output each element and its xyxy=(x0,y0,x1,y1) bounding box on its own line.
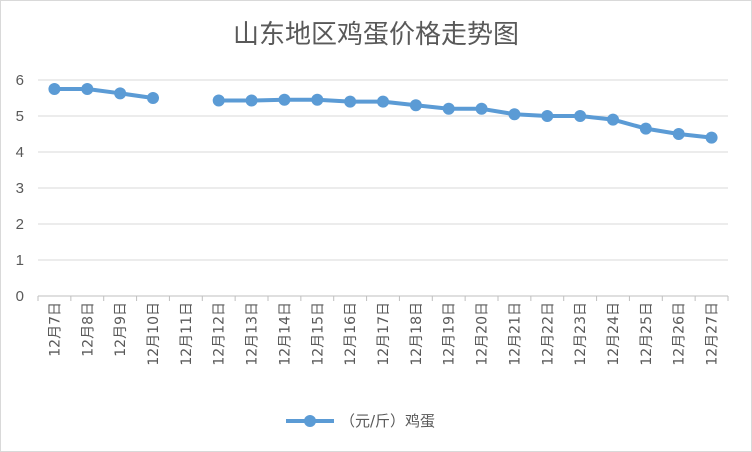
x-tick-label: 12月16日 xyxy=(343,302,359,366)
data-point xyxy=(541,110,554,122)
x-tick-label: 12月18日 xyxy=(409,302,425,366)
series-layer xyxy=(48,83,718,144)
x-axis-ticks: 12月7日 12月8日 12月9日 12月10日 12月11日 12月12日 12月13日 1… xyxy=(47,302,720,366)
data-point xyxy=(311,93,324,106)
data-point xyxy=(245,94,258,107)
gridlines xyxy=(38,79,728,261)
data-point xyxy=(508,108,521,121)
x-tick-label: 12月23日 xyxy=(573,302,589,366)
x-tick-label: 12月7日 xyxy=(47,302,63,357)
legend: （元/斤）鸡蛋 xyxy=(286,412,435,430)
data-point xyxy=(212,94,225,107)
data-point xyxy=(607,113,619,126)
legend-label: （元/斤）鸡蛋 xyxy=(340,412,435,430)
data-point xyxy=(442,102,455,115)
y-tick-label: 1 xyxy=(16,252,24,269)
x-tick-label: 12月21日 xyxy=(507,302,523,366)
x-tick-label: 12月15日 xyxy=(310,302,326,366)
y-tick-label: 4 xyxy=(16,144,24,161)
y-tick-label: 0 xyxy=(16,288,24,305)
x-tick-label: 12月11日 xyxy=(179,302,195,366)
data-point xyxy=(639,122,652,135)
x-axis xyxy=(37,295,729,301)
x-tick-label: 12月26日 xyxy=(672,302,688,366)
x-tick-label: 12月9日 xyxy=(113,302,129,357)
y-tick-label: 6 xyxy=(16,72,24,89)
x-tick-label: 12月27日 xyxy=(705,302,721,366)
data-point xyxy=(475,102,488,115)
series-line xyxy=(54,87,712,140)
data-point xyxy=(147,92,159,104)
data-point xyxy=(672,128,685,140)
x-tick-label: 12月22日 xyxy=(540,302,556,366)
legend-marker xyxy=(304,415,316,427)
data-point xyxy=(377,95,389,108)
x-tick-label: 12月20日 xyxy=(475,302,491,366)
x-tick-label: 12月10日 xyxy=(146,302,162,366)
x-tick-label: 12月19日 xyxy=(442,302,458,366)
data-point xyxy=(278,93,291,106)
chart-title: 山东地区鸡蛋价格走势图 xyxy=(232,20,519,50)
x-tick-label: 12月25日 xyxy=(639,302,655,366)
y-tick-label: 2 xyxy=(16,216,24,233)
data-point xyxy=(574,110,587,122)
y-axis-ticks: 0 1 2 3 4 5 6 xyxy=(16,72,24,305)
data-point xyxy=(705,131,718,144)
data-point xyxy=(114,87,127,100)
data-point xyxy=(344,95,357,108)
x-tick-label: 12月8日 xyxy=(80,302,96,357)
y-tick-label: 3 xyxy=(16,180,24,197)
x-tick-label: 12月14日 xyxy=(277,302,293,366)
y-tick-label: 5 xyxy=(16,108,24,125)
data-point xyxy=(48,83,61,95)
data-point xyxy=(409,99,422,112)
x-tick-label: 12月24日 xyxy=(606,302,622,366)
x-tick-label: 12月17日 xyxy=(376,302,392,366)
data-point xyxy=(81,83,94,95)
x-tick-label: 12月13日 xyxy=(245,302,261,366)
x-tick-label: 12月12日 xyxy=(212,302,228,366)
